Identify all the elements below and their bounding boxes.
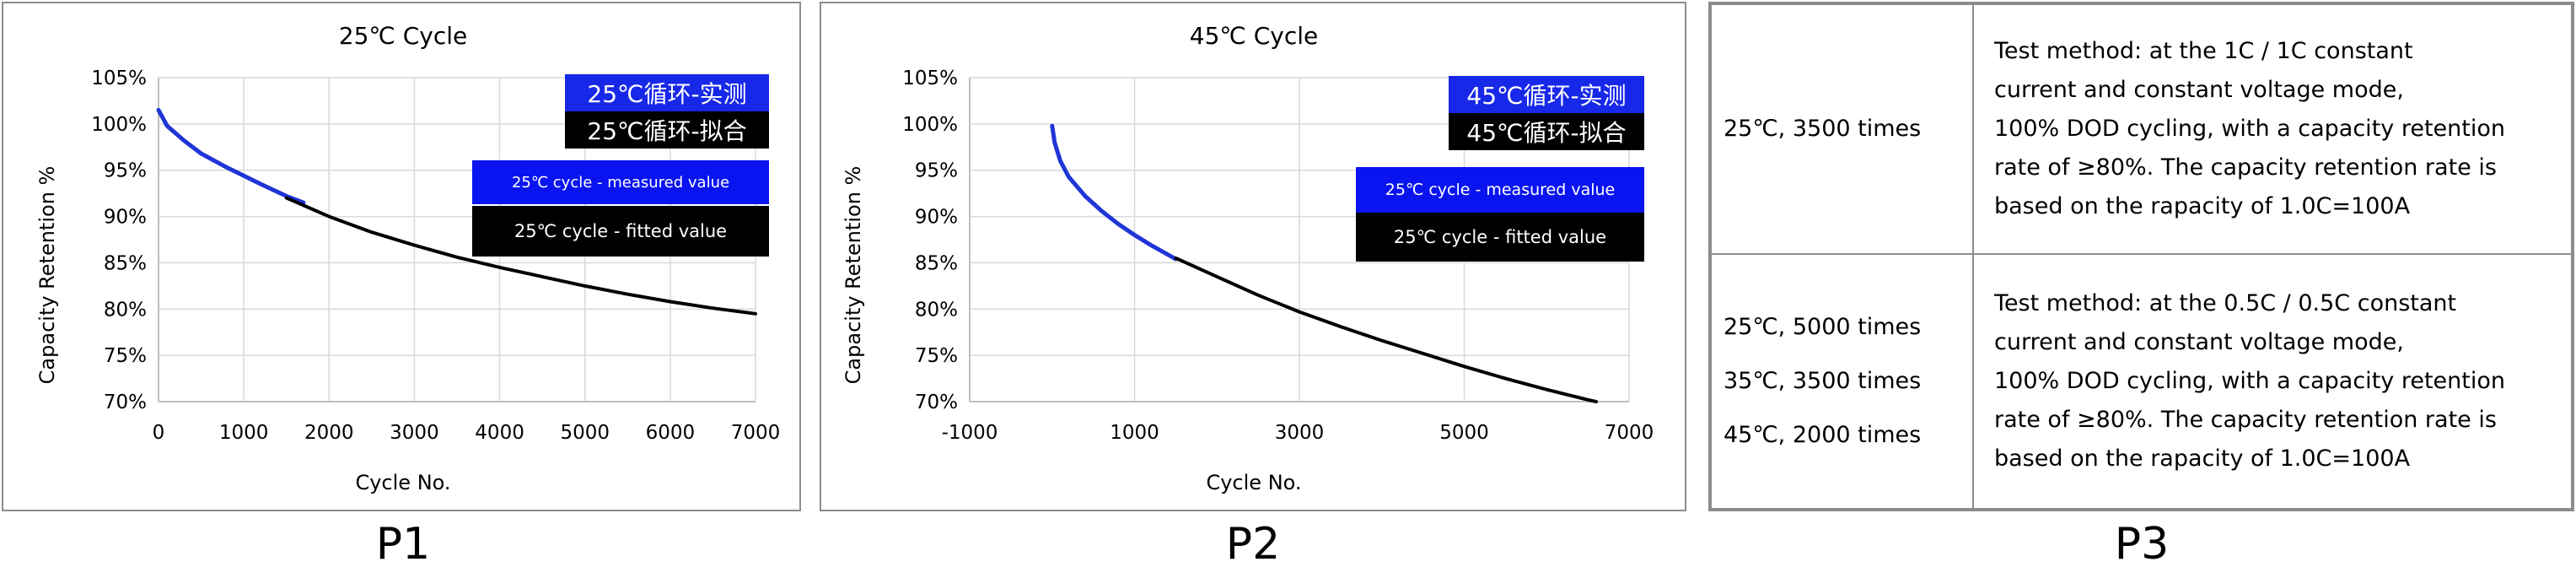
y-tick-label: 85% <box>915 252 958 274</box>
description-cell: Test method: at the 0.5C / 0.5C constant… <box>1972 253 2573 510</box>
description-line: 100% DOD cycling, with a capacity retent… <box>1994 368 2505 394</box>
x-tick-label: 5000 <box>1439 422 1489 444</box>
condition-text: 45℃, 2000 times <box>1724 422 1922 448</box>
y-tick-label: 105% <box>91 68 147 89</box>
cycle-life-table: 25℃, 3500 times Test method: at the 1C /… <box>1710 3 2573 510</box>
chart-panel-p1: 105% 100% 95% 90% 85% 80% 75% 70% 0 1000 2000 3000… <box>2 2 801 511</box>
y-tick-label: 100% <box>902 114 958 136</box>
x-axis-label: Cycle No. <box>1206 471 1301 494</box>
y-tick-label: 75% <box>915 345 958 367</box>
fitted-series-line <box>284 196 757 316</box>
x-tick-label: 6000 <box>646 422 696 444</box>
chart-panel-p2: 105% 100% 95% 90% 85% 80% 75% 70% -1000 1000 3000… <box>820 2 1686 511</box>
y-tick-label: 85% <box>104 252 147 274</box>
y-tick-label: 105% <box>902 68 958 89</box>
description-line: Test method: at the 1C / 1C constant <box>1994 38 2413 64</box>
spec-table-panel: 25℃, 3500 times Test method: at the 1C /… <box>1708 2 2574 511</box>
panel-label-p2: P2 <box>1225 519 1281 570</box>
panel-label-p1: P1 <box>375 519 431 570</box>
legend-en-fitted: 25℃ cycle - fitted value <box>1356 213 1644 262</box>
x-tick-label: 5000 <box>560 422 610 444</box>
description-line: based on the rapacity of 1.0C=100A <box>1994 446 2411 472</box>
description-line: rate of ≥80%. The capacity retention rat… <box>1994 407 2497 433</box>
y-axis-label: Capacity Retention % <box>35 166 59 385</box>
legend-cn-measured: 45℃循环-实测 <box>1449 76 1644 113</box>
y-tick-label: 80% <box>104 299 147 321</box>
condition-cell: 25℃, 3500 times <box>1710 3 1974 255</box>
description-line: based on the rapacity of 1.0C=100A <box>1994 193 2411 219</box>
x-axis-label: Cycle No. <box>355 471 450 494</box>
legend-en-fitted: 25℃ cycle - fitted value <box>472 206 769 257</box>
y-axis-label: Capacity Retention % <box>842 166 865 385</box>
description-line: current and constant voltage mode, <box>1994 329 2404 355</box>
condition-cell: 25℃, 5000 times 35℃, 3500 times 45℃, 200… <box>1710 253 1974 510</box>
x-tick-label: 7000 <box>1605 422 1654 444</box>
legend-cn-fitted: 45℃循环-拟合 <box>1449 113 1644 150</box>
description-line: rate of ≥80%. The capacity retention rat… <box>1994 154 2497 181</box>
legend-en-measured: 25℃ cycle - measured value <box>472 160 769 204</box>
description-line: current and constant voltage mode, <box>1994 77 2404 103</box>
chart-title: 25℃ Cycle <box>339 22 468 50</box>
measured-series-line <box>1050 123 1178 262</box>
x-tick-label: 1000 <box>1110 422 1159 444</box>
condition-text: 35℃, 3500 times <box>1724 368 1922 394</box>
table-row: 25℃, 3500 times Test method: at the 1C /… <box>1710 3 2573 255</box>
legend-en-measured: 25℃ cycle - measured value <box>1356 167 1644 213</box>
x-tick-label: 7000 <box>731 422 781 444</box>
y-tick-label: 95% <box>104 160 147 182</box>
x-tick-label: 3000 <box>1275 422 1325 444</box>
panel-label-p3: P3 <box>2114 519 2170 570</box>
chart-45c-cycle: 105% 100% 95% 90% 85% 80% 75% 70% -1000 1000 3000… <box>842 22 1654 494</box>
y-tick-label: 70% <box>915 392 958 413</box>
x-tick-label: -1000 <box>942 422 998 444</box>
y-tick-label: 100% <box>91 114 147 136</box>
chart-title: 45℃ Cycle <box>1190 22 1319 50</box>
x-tick-label: 4000 <box>475 422 524 444</box>
y-tick-label: 90% <box>104 207 147 229</box>
x-tick-label: 1000 <box>219 422 269 444</box>
x-tick-label: 3000 <box>390 422 439 444</box>
y-tick-label: 95% <box>915 160 958 182</box>
y-tick-label: 80% <box>915 299 958 321</box>
fitted-series-line <box>1174 256 1598 403</box>
y-tick-label: 90% <box>915 207 958 229</box>
table-row: 25℃, 5000 times 35℃, 3500 times 45℃, 200… <box>1710 253 2573 510</box>
legend-cn-fitted: 25℃循环-拟合 <box>565 111 769 149</box>
description-line: Test method: at the 0.5C / 0.5C constant <box>1994 290 2457 316</box>
description-line: 100% DOD cycling, with a capacity retent… <box>1994 116 2505 142</box>
x-tick-label: 2000 <box>304 422 354 444</box>
description-cell: Test method: at the 1C / 1C constant cur… <box>1972 3 2573 255</box>
condition-text: 25℃, 5000 times <box>1724 314 1922 340</box>
condition-text: 25℃, 3500 times <box>1724 116 1922 142</box>
measured-series-line <box>156 107 306 205</box>
y-tick-label: 70% <box>104 392 147 413</box>
y-tick-label: 75% <box>104 345 147 367</box>
legend-cn-measured: 25℃循环-实测 <box>565 74 769 111</box>
x-tick-label: 0 <box>153 422 165 444</box>
